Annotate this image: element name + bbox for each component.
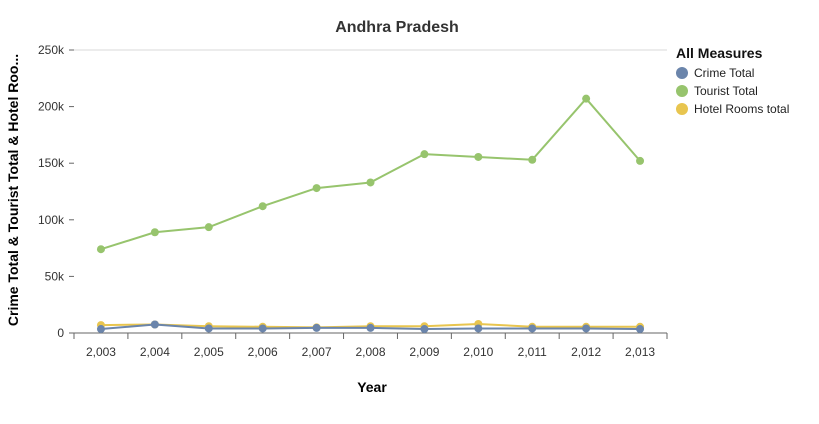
data-point[interactable] — [528, 155, 537, 164]
legend-entry-label: Hotel Rooms total — [694, 102, 789, 116]
x-axis-title: Year — [357, 379, 387, 395]
y-tick-label: 200k — [38, 100, 65, 114]
data-point[interactable] — [204, 324, 213, 333]
x-tick-label: 2,012 — [571, 345, 601, 359]
series-layer — [96, 94, 645, 334]
data-point[interactable] — [150, 320, 159, 329]
x-tick-label: 2,004 — [140, 345, 170, 359]
legend-marker — [676, 103, 688, 115]
data-point[interactable] — [366, 323, 375, 332]
data-point[interactable] — [258, 202, 267, 211]
y-tick-label: 250k — [38, 43, 65, 57]
legend: All Measures Crime Total Tourist Total Hot… — [676, 45, 789, 116]
data-point[interactable] — [420, 325, 429, 334]
x-tick-label: 2,008 — [355, 345, 385, 359]
legend-marker — [676, 67, 688, 79]
x-tick-label: 2,013 — [625, 345, 655, 359]
y-tick-label: 100k — [38, 213, 65, 227]
x-tick-label: 2,006 — [248, 345, 278, 359]
chart-title: Andhra Pradesh — [335, 19, 459, 36]
x-tick-label: 2,010 — [463, 345, 493, 359]
y-tick-label: 150k — [38, 156, 65, 170]
y-axis: 0 50k 100k 150k 200k 250k — [38, 43, 74, 340]
data-point[interactable] — [420, 150, 429, 159]
data-point[interactable] — [582, 324, 591, 333]
data-point[interactable] — [150, 228, 159, 237]
x-tick-label: 2,003 — [86, 345, 116, 359]
series-line — [100, 97, 641, 251]
legend-entry-label: Tourist Total — [694, 84, 758, 98]
data-point[interactable] — [96, 325, 105, 334]
y-tick-label: 0 — [57, 326, 64, 340]
x-tick-label: 2,005 — [194, 345, 224, 359]
x-tick-label: 2,011 — [518, 345, 547, 359]
x-tick-label: 2,007 — [302, 345, 332, 359]
x-axis: 2,003 2,004 2,005 2,006 2,007 2,008 2,009 2,010… — [73, 332, 668, 359]
data-point[interactable] — [474, 324, 483, 333]
data-point[interactable] — [528, 324, 537, 333]
data-point[interactable] — [312, 323, 321, 332]
x-tick-label: 2,009 — [409, 345, 439, 359]
data-point[interactable] — [204, 223, 213, 232]
legend-marker — [676, 85, 688, 97]
data-point[interactable] — [366, 178, 375, 187]
data-point[interactable] — [582, 94, 591, 103]
data-point[interactable] — [474, 152, 483, 161]
data-point[interactable] — [636, 325, 645, 334]
data-point[interactable] — [312, 184, 321, 193]
y-tick-label: 50k — [45, 269, 65, 283]
legend-entry-label: Crime Total — [694, 66, 754, 80]
y-axis-title: Crime Total & Tourist Total & Hotel Roo.… — [5, 54, 21, 326]
data-point[interactable] — [636, 156, 645, 165]
legend-title: All Measures — [676, 45, 763, 61]
data-point[interactable] — [258, 324, 267, 333]
data-point[interactable] — [96, 245, 105, 254]
